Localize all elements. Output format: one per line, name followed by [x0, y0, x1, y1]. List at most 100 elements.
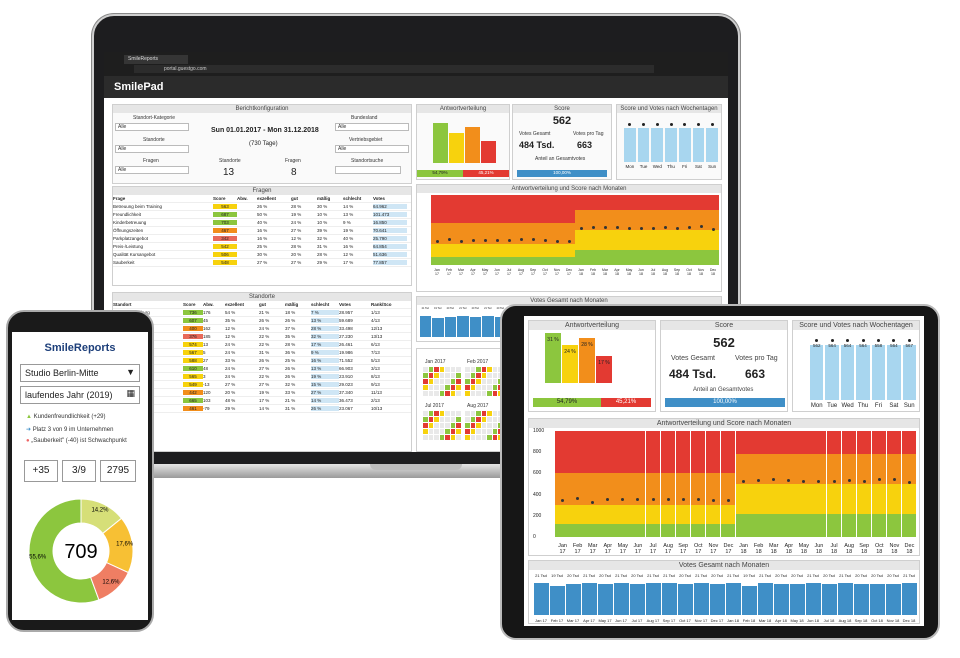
- calendar-day: [428, 391, 433, 396]
- laptop-notch: [370, 464, 462, 470]
- calendar-day: [434, 385, 439, 390]
- column-header: exzellent: [225, 302, 245, 307]
- month-label: May 18: [798, 542, 810, 555]
- score-point: [651, 226, 655, 230]
- table-cell: 120: [203, 390, 211, 395]
- monthly-segment: [455, 244, 467, 257]
- monthly-segment: [630, 473, 645, 506]
- votes-month-label: Apr 18: [775, 618, 787, 623]
- laptop-screen: SmileReports portal.guestgo.com SmilePad…: [104, 52, 728, 452]
- state-select[interactable]: Alle: [335, 123, 409, 131]
- tablet-monthly-title: Antwortverteilung und Score nach Monaten: [529, 419, 919, 428]
- votes-value-label: 20 Tsd: [496, 307, 504, 310]
- month-label: Oct 17: [542, 268, 548, 277]
- monthly-segment: [660, 431, 676, 474]
- table-row: Kinderbetreuung 703 40 % 24 % 10 % 9 % 16.850: [113, 219, 411, 227]
- monthly-panel: Antwortverteilung und Score nach Monaten…: [416, 184, 722, 292]
- weekday-score-label: 564: [828, 343, 836, 348]
- questions-select[interactable]: Alle: [115, 166, 189, 174]
- table-cell: 16 %: [343, 244, 354, 249]
- table-cell: 24 %: [291, 220, 302, 225]
- weekday-score-dot: [815, 339, 819, 342]
- score-point: [447, 238, 451, 242]
- category-select[interactable]: Alle: [115, 123, 189, 131]
- votes-month-label: Sep 18: [854, 618, 868, 623]
- y-tick: 0: [533, 534, 536, 540]
- table-row: Studio ...ig40016212 %24 %37 %28 %33.498…: [113, 325, 411, 333]
- donut-slice: [28, 498, 100, 604]
- calendar-day: [434, 435, 439, 440]
- donut-center: [53, 523, 109, 579]
- address-bar[interactable]: portal.guestgo.com: [134, 65, 654, 73]
- monthly-segment: [841, 431, 857, 455]
- weekday-score-label: 564: [843, 343, 852, 348]
- weekday-score-dot: [876, 339, 880, 342]
- monthly-segment: [660, 524, 676, 537]
- votes-bar: [629, 584, 645, 615]
- locations-select[interactable]: Alle: [115, 145, 189, 153]
- region-select[interactable]: Alle: [335, 145, 409, 153]
- month-label: Aug 17: [663, 542, 674, 555]
- table-cell: 39 %: [317, 228, 328, 233]
- location-search-input[interactable]: [335, 166, 401, 174]
- votes-value-label: 20 Tsd: [711, 573, 723, 578]
- monthly-segment: [599, 195, 611, 211]
- table-cell: 736: [183, 310, 203, 315]
- month-label: Aug 18: [661, 268, 669, 277]
- share-bar: 100,00%: [517, 170, 607, 177]
- config-title: Berichtkonfiguration: [113, 105, 411, 113]
- score-point: [787, 479, 791, 483]
- period-select[interactable]: laufendes Jahr (2019) ▦: [20, 386, 140, 404]
- table-cell: -13: [203, 382, 210, 387]
- score-point: [579, 226, 583, 230]
- monthly-segment: [515, 256, 527, 265]
- calendar-day: [439, 435, 444, 440]
- monthly-segment: [645, 505, 661, 525]
- tablet-answer-title: Antwortverteilung: [529, 321, 655, 330]
- weekday-score-dot: [669, 123, 673, 126]
- weekday-bar: [624, 127, 636, 162]
- calendar-day: [465, 411, 470, 416]
- calendar-day: [492, 391, 497, 396]
- monthly-segment: [647, 195, 659, 211]
- monthly-segment: [585, 524, 600, 537]
- calendar-day: [445, 379, 450, 384]
- votes-bar: [789, 584, 805, 615]
- month-label: Jan 18: [578, 268, 584, 277]
- monthly-segment: [431, 256, 443, 265]
- votes-bar: [565, 584, 581, 615]
- weekday-bar: [887, 344, 901, 400]
- table-cell: 542: [213, 244, 237, 249]
- monthly-segment: [615, 524, 630, 537]
- monthly-segment: [901, 431, 917, 455]
- votes-bar: [837, 582, 853, 615]
- monthly-segment: [736, 454, 751, 484]
- monthly-segment: [841, 454, 857, 484]
- score-value: 562: [552, 115, 572, 127]
- table-cell: 31 %: [285, 406, 296, 411]
- calendar-day: [465, 391, 470, 396]
- month-label: Nov 17: [708, 542, 719, 555]
- month-label: Jul 17: [649, 542, 657, 555]
- monthly-segment: [811, 431, 826, 455]
- date-range[interactable]: Sun 01.01.2017 - Mon 31.12.2018: [211, 127, 319, 134]
- calendar-day: [423, 417, 428, 422]
- monthly-segment: [615, 505, 630, 525]
- weekday-bar: [678, 127, 691, 162]
- column-header: schlecht: [343, 196, 362, 201]
- weekday-score-dot: [861, 339, 865, 342]
- monthly-segment: [781, 454, 796, 484]
- month-label: Mar 17: [457, 268, 465, 277]
- monthly-segment: [455, 256, 467, 265]
- month-label: Aug 17: [517, 268, 525, 277]
- browser-tab[interactable]: SmileReports: [124, 55, 188, 64]
- votes-month-label: Oct 18: [871, 618, 883, 623]
- votes-month-label: Dec 18: [902, 618, 916, 623]
- calendar-day: [439, 429, 444, 434]
- monthly-segment: [720, 505, 736, 525]
- score-point: [666, 497, 670, 501]
- studio-select[interactable]: Studio Berlin-Mitte ▼: [20, 364, 140, 382]
- column-header: exzellent: [257, 196, 277, 201]
